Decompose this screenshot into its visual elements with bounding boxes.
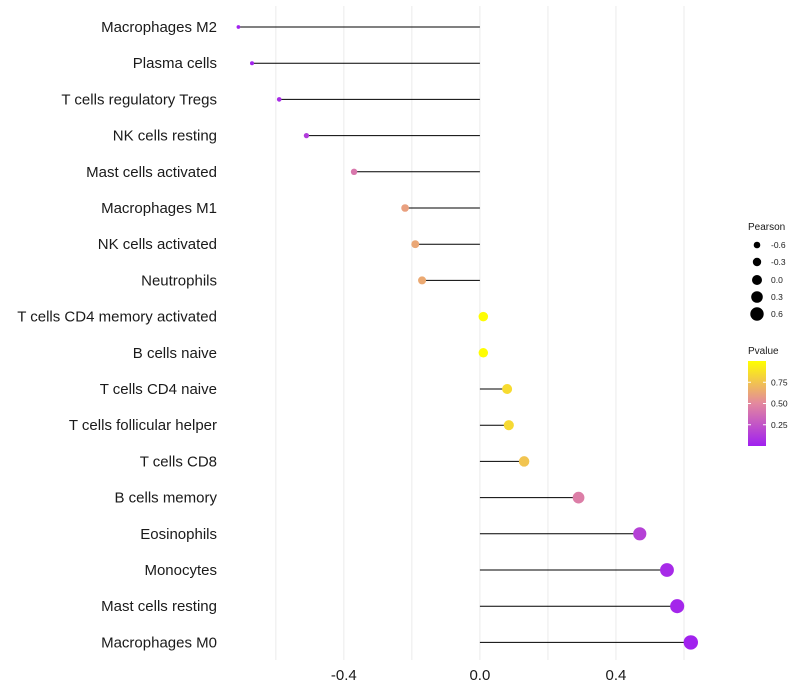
lollipop-point xyxy=(683,635,698,650)
lollipop-point xyxy=(411,240,420,249)
pearson-legend-dot xyxy=(752,275,762,285)
grid-lines xyxy=(275,6,685,660)
category-label: T cells CD4 memory activated xyxy=(17,309,217,326)
category-label: B cells naive xyxy=(133,345,217,362)
category-label: NK cells activated xyxy=(98,236,217,253)
category-label: Plasma cells xyxy=(133,55,217,72)
pearson-legend-label: 0.6 xyxy=(771,309,783,319)
lollipop-point xyxy=(250,61,255,66)
lollipop-point xyxy=(660,563,674,577)
category-label: Eosinophils xyxy=(140,526,217,543)
category-labels: Macrophages M2 Plasma cells T cells regula… xyxy=(17,19,217,651)
lollipop-point xyxy=(572,491,585,504)
pearson-size-legend: Pearson -0.6 -0.3 0.0 0.3 0.6 xyxy=(748,222,786,321)
pvalue-legend-label: 0.25 xyxy=(771,420,788,430)
pearson-legend-label: 0.0 xyxy=(771,275,783,285)
pearson-legend-dot xyxy=(750,307,764,321)
x-tick-label: 0.0 xyxy=(469,667,490,684)
pearson-legend-dot xyxy=(752,257,762,267)
x-axis-ticks: -0.4 0.0 0.4 xyxy=(331,667,626,684)
category-label: Monocytes xyxy=(144,562,217,579)
lollipop-points xyxy=(236,25,698,650)
pearson-legend-label: 0.3 xyxy=(771,292,783,302)
pvalue-color-legend: Pvalue 0.75 0.50 0.25 xyxy=(748,346,788,446)
pearson-legend-title: Pearson xyxy=(748,222,785,233)
category-label: T cells regulatory Tregs xyxy=(61,91,217,108)
pearson-legend-label: -0.6 xyxy=(771,240,786,250)
category-label: Macrophages M2 xyxy=(101,19,217,36)
lollipop-point xyxy=(518,456,530,467)
category-label: NK cells resting xyxy=(113,128,217,145)
category-label: Mast cells activated xyxy=(86,164,217,181)
pvalue-legend-title: Pvalue xyxy=(748,346,779,357)
category-label: Macrophages M1 xyxy=(101,200,217,217)
x-tick-label: 0.4 xyxy=(606,667,627,684)
lollipop-point xyxy=(303,132,310,139)
pearson-legend-dot xyxy=(751,291,763,303)
pvalue-legend-label: 0.75 xyxy=(771,377,788,387)
lollipop-segments xyxy=(238,26,691,643)
lollipop-point xyxy=(502,383,513,395)
lollipop-point xyxy=(401,204,409,212)
lollipop-point xyxy=(670,599,685,614)
x-tick-label: -0.4 xyxy=(331,667,357,684)
pvalue-colorbar xyxy=(748,361,766,446)
category-label: Neutrophils xyxy=(141,272,217,289)
lollipop-point xyxy=(236,25,241,29)
category-label: T cells follicular helper xyxy=(69,417,217,434)
pearson-legend-label: -0.3 xyxy=(771,257,786,267)
lollipop-point xyxy=(276,97,282,102)
category-label: B cells memory xyxy=(114,490,217,507)
category-label: Mast cells resting xyxy=(101,598,217,615)
category-label: Macrophages M0 xyxy=(101,634,217,651)
category-label: T cells CD4 naive xyxy=(100,381,217,398)
lollipop-point xyxy=(503,420,514,431)
pearson-legend-dot xyxy=(753,241,761,249)
lollipop-point xyxy=(418,276,427,285)
lollipop-point xyxy=(478,348,489,358)
pvalue-legend-label: 0.50 xyxy=(771,399,788,409)
lollipop-point xyxy=(350,168,358,176)
lollipop-point xyxy=(478,311,489,322)
category-label: T cells CD8 xyxy=(140,453,217,470)
lollipop-point xyxy=(633,527,647,541)
